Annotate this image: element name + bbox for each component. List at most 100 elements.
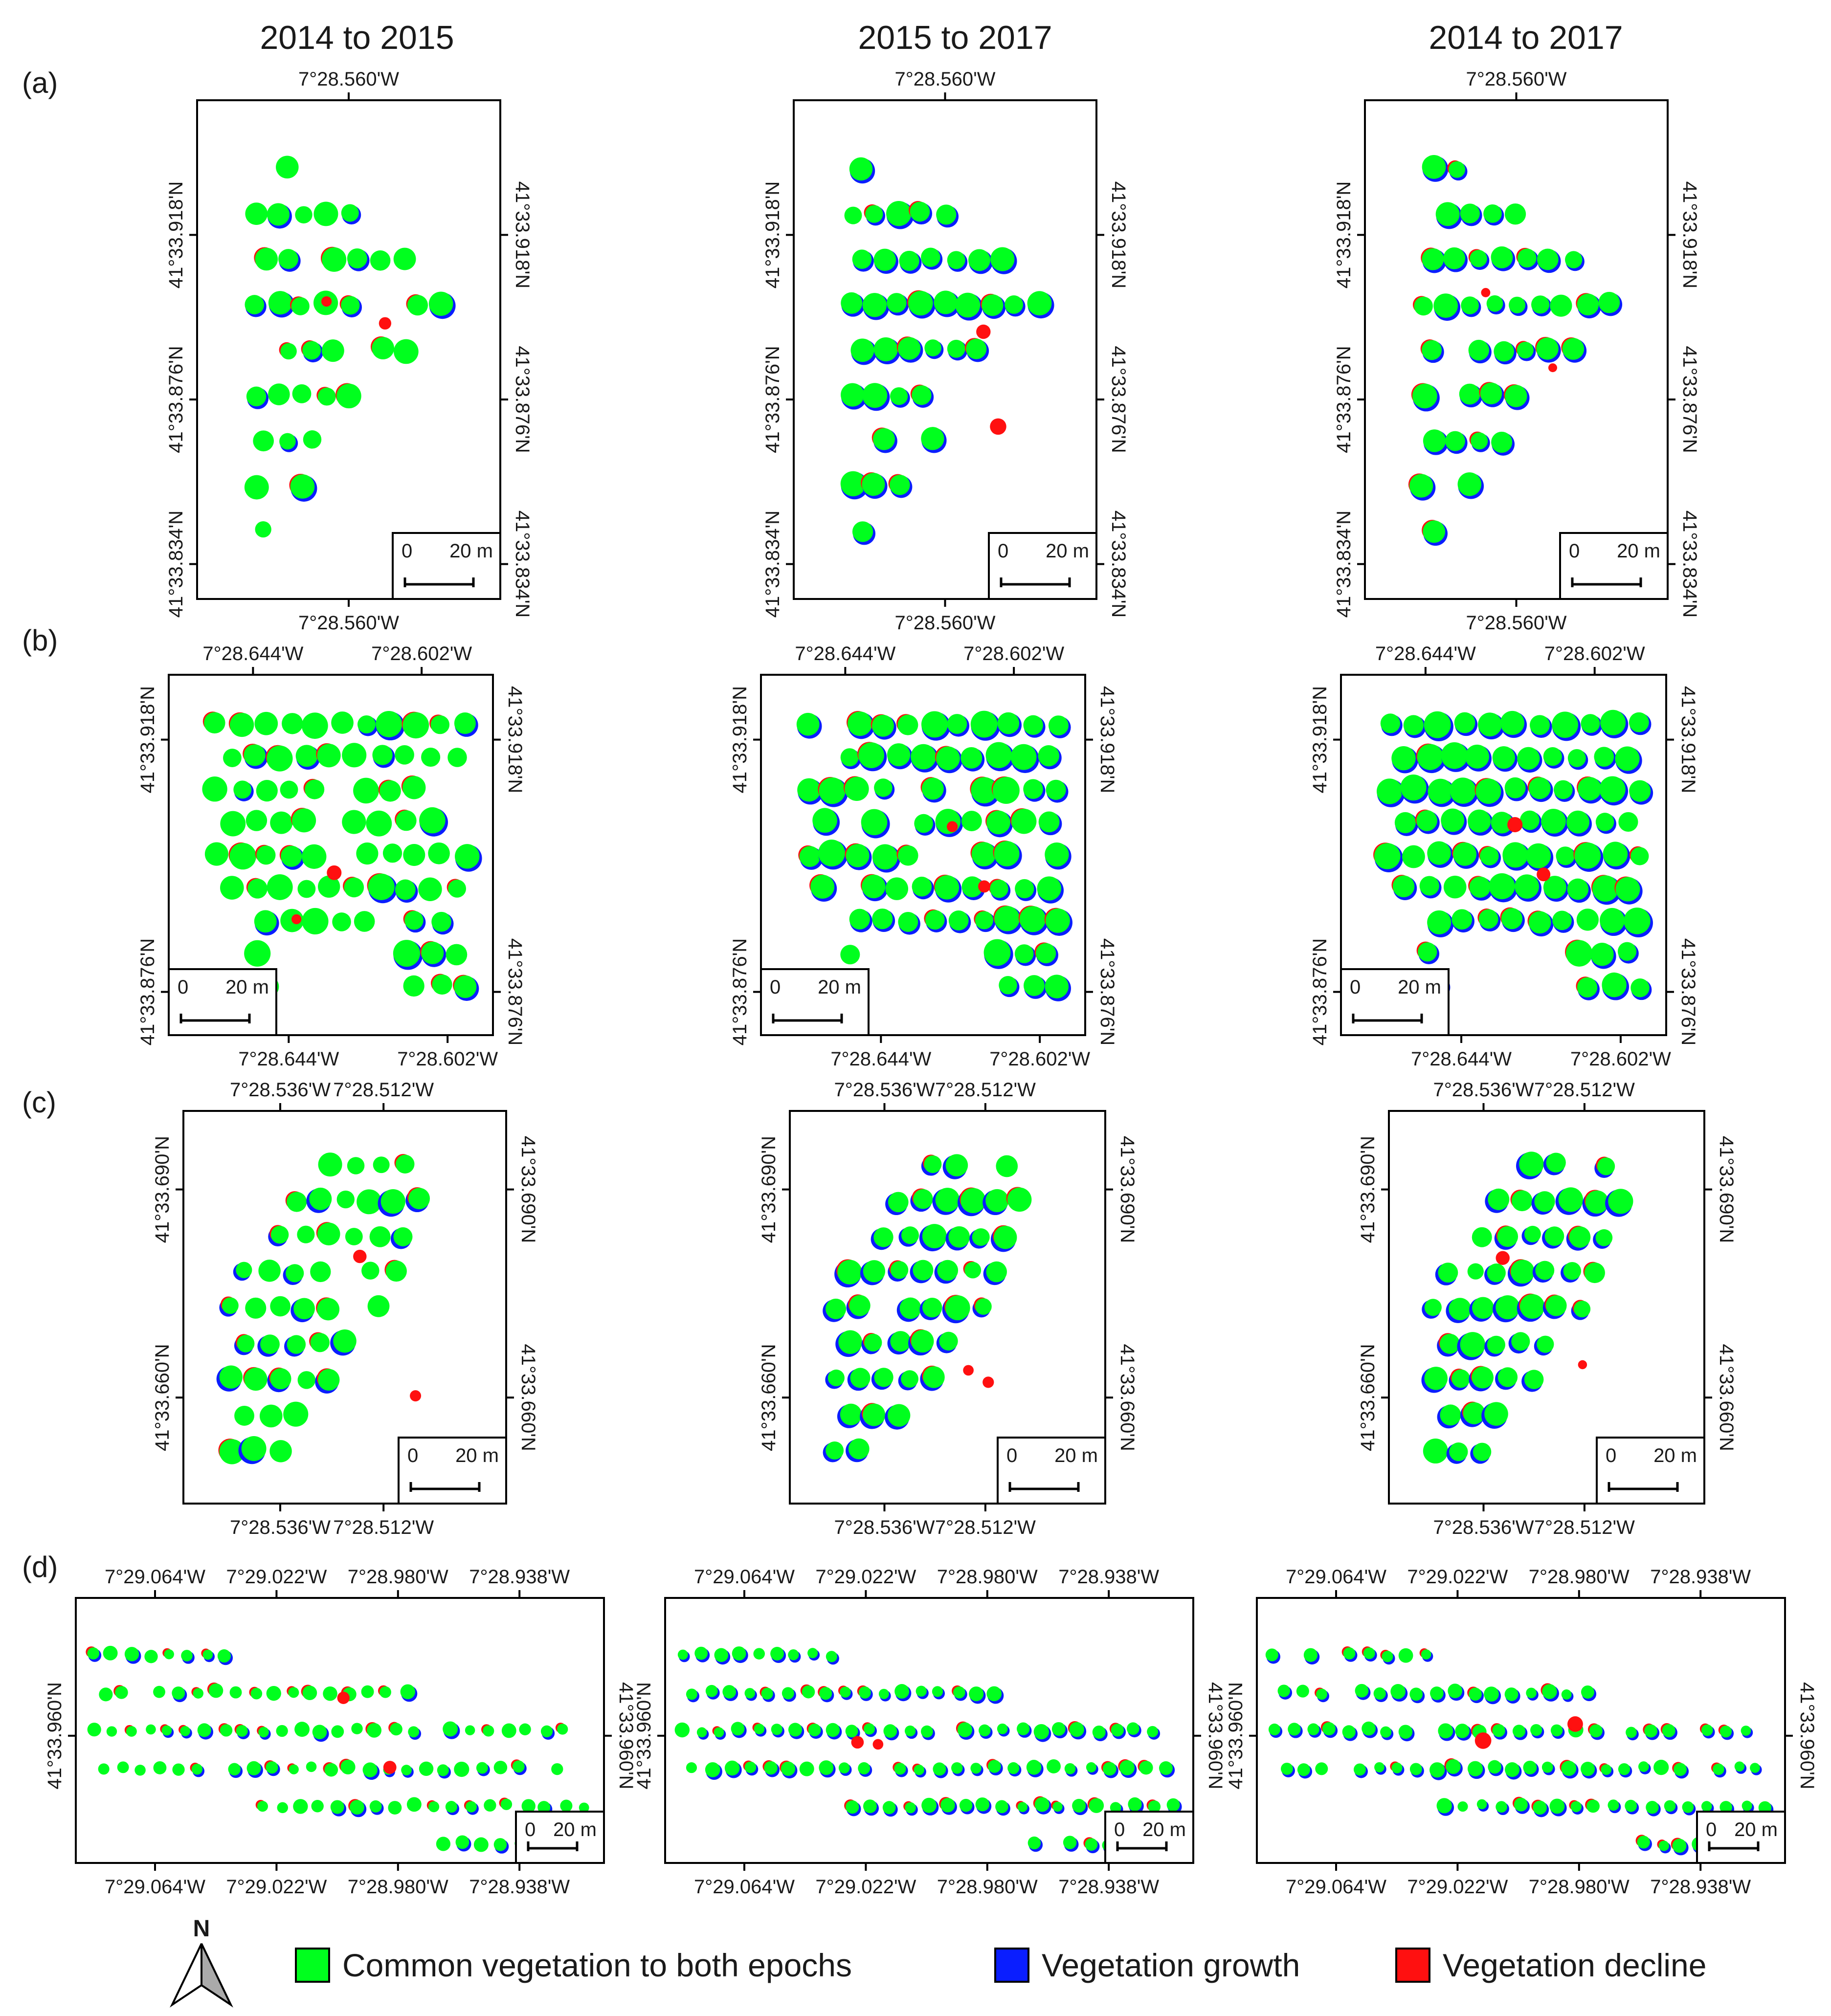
common-mark — [1035, 943, 1056, 964]
tree-crown — [1468, 876, 1493, 901]
tree-crown — [1567, 749, 1588, 770]
tree-crown — [921, 247, 943, 270]
common-mark — [874, 1368, 893, 1387]
tree-crown — [1571, 1300, 1591, 1320]
common-mark — [229, 712, 254, 737]
common-mark — [431, 911, 451, 932]
common-mark — [1419, 876, 1439, 896]
map-panel: 7°28.536'W 7°28.512'W7°28.536'W 7°28.512'W… — [152, 1079, 539, 1538]
common-mark — [1128, 1797, 1142, 1811]
tree-crown — [420, 941, 447, 967]
common-mark — [1343, 1647, 1356, 1660]
map-frame — [789, 1110, 1106, 1505]
common-mark — [890, 1331, 911, 1352]
common-mark — [1428, 778, 1453, 804]
tree-crown — [310, 1261, 331, 1283]
tree-crown — [1569, 1800, 1584, 1815]
tree-crown — [254, 247, 278, 271]
common-mark — [1637, 1836, 1650, 1849]
tree-crown — [888, 474, 913, 498]
tree-crown — [809, 874, 837, 902]
common-mark — [197, 1723, 211, 1737]
common-mark — [368, 873, 395, 900]
tree-crown — [270, 1296, 290, 1317]
common-mark — [1565, 251, 1583, 268]
tree-crown — [313, 201, 338, 226]
map-panel: 7°28.536'W 7°28.512'W7°28.536'W 7°28.512'W… — [758, 1079, 1138, 1538]
common-mark — [1316, 1688, 1327, 1700]
tree-crown — [861, 809, 890, 839]
scale-bar: 0 20 m — [1104, 1811, 1194, 1864]
common-mark — [872, 908, 893, 930]
common-mark — [322, 247, 347, 272]
common-mark — [1511, 1260, 1535, 1284]
tree-crown — [1014, 944, 1036, 966]
tree-crown — [268, 1225, 289, 1246]
common-mark — [1541, 809, 1566, 834]
lon-tick-label: 7°28.980'W — [1529, 1876, 1630, 1898]
common-mark — [260, 1334, 280, 1354]
lat-tick-label: 41°33.876'N — [762, 346, 783, 453]
common-mark — [1423, 520, 1446, 543]
tree-crown — [945, 1226, 970, 1251]
tree-crown — [850, 338, 877, 365]
common-mark — [890, 387, 908, 405]
common-mark — [1529, 715, 1550, 735]
common-mark — [873, 428, 895, 450]
tree-crown — [1537, 248, 1561, 273]
common-mark — [904, 1725, 916, 1737]
common-mark — [724, 1760, 740, 1776]
tree-crown — [1527, 776, 1553, 802]
tree-crown — [818, 1686, 834, 1703]
common-mark — [1597, 1157, 1615, 1175]
common-mark — [674, 1722, 690, 1738]
tree-crown — [419, 1761, 434, 1776]
common-mark — [447, 748, 467, 767]
tree-crown — [1109, 1723, 1126, 1739]
common-mark — [1494, 341, 1514, 362]
tree-crown — [197, 1723, 213, 1740]
common-mark — [1543, 747, 1562, 766]
common-mark — [862, 473, 885, 496]
lat-tick-label: 41°33.960'N — [615, 1682, 637, 1789]
tree-crown — [807, 1648, 820, 1661]
common-mark — [430, 715, 450, 734]
tree-crown — [1023, 715, 1046, 738]
lon-tick-label: 7°29.064'W — [1286, 1566, 1386, 1588]
tree-crown — [1492, 746, 1518, 772]
common-mark — [922, 1297, 942, 1318]
common-mark — [898, 911, 918, 932]
common-mark — [957, 1722, 973, 1737]
common-mark — [883, 1724, 897, 1738]
common-mark — [1502, 842, 1528, 868]
tree-crown — [1495, 1367, 1518, 1390]
tree-crown — [818, 840, 848, 870]
common-mark — [1422, 340, 1442, 360]
common-mark — [808, 1724, 821, 1736]
common-mark — [421, 747, 441, 767]
common-mark — [899, 1297, 921, 1319]
common-mark — [1027, 291, 1052, 316]
scale-distance: 20 m — [449, 540, 493, 562]
common-mark — [705, 1684, 718, 1697]
tree-crown — [181, 1650, 195, 1664]
common-mark — [1526, 843, 1551, 868]
tree-crown — [885, 877, 909, 900]
decline-patch — [963, 1365, 974, 1376]
common-mark — [1315, 1762, 1328, 1775]
common-mark — [826, 1298, 847, 1319]
lon-tick-label: 7°28.980'W — [937, 1566, 1038, 1588]
tree-crown — [743, 1760, 759, 1776]
common-mark — [277, 1802, 289, 1814]
tree-crown — [1502, 842, 1531, 871]
common-mark — [428, 842, 450, 864]
common-mark — [1556, 846, 1575, 865]
tree-crown — [179, 1725, 192, 1739]
tree-crown — [228, 842, 256, 870]
tree-crown — [443, 1721, 460, 1739]
tree-crown — [464, 1800, 479, 1815]
tree-crown — [878, 1688, 891, 1702]
tree-crown — [220, 876, 244, 900]
common-mark — [858, 1686, 871, 1699]
common-mark — [873, 248, 896, 271]
